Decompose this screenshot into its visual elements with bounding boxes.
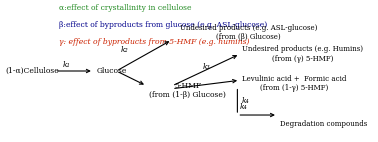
Text: Undesired products (e.g. Humins)
(from (γ) 5-HMF): Undesired products (e.g. Humins) (from (… (242, 45, 363, 63)
Text: Glucose: Glucose (96, 67, 127, 75)
Text: k₄: k₄ (242, 97, 249, 105)
Text: k₃: k₃ (202, 63, 210, 71)
Text: Undesired products (e.g. ASL-glucose)
(from (β) Glucose): Undesired products (e.g. ASL-glucose) (f… (180, 24, 317, 41)
Text: Levulinic acid +  Formic acid
(from (1-γ) 5-HMF): Levulinic acid + Formic acid (from (1-γ)… (242, 75, 346, 92)
Text: k₂: k₂ (121, 46, 129, 54)
Text: γ: effect of byproducts from 5-HMF (e.g. humins): γ: effect of byproducts from 5-HMF (e.g.… (59, 38, 249, 46)
Text: α:effect of crystallinity in cellulose: α:effect of crystallinity in cellulose (59, 4, 191, 12)
Text: k₄: k₄ (240, 103, 248, 111)
Text: (1-α)Cellulose: (1-α)Cellulose (6, 67, 59, 75)
Text: 5-HMF
(from (1-β) Glucose): 5-HMF (from (1-β) Glucose) (149, 82, 226, 99)
Text: β:effect of byproducts from glucose (e.g. ASL-glucose): β:effect of byproducts from glucose (e.g… (59, 21, 267, 29)
Text: Degradation compounds: Degradation compounds (280, 120, 367, 128)
Text: k₁: k₁ (62, 61, 70, 69)
